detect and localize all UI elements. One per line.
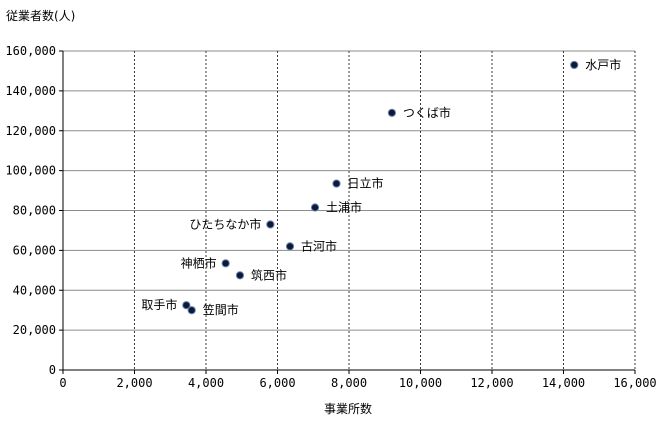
- x-tick-label: 12,000: [470, 376, 513, 390]
- data-point: [266, 220, 275, 229]
- point-label: 古河市: [301, 238, 337, 253]
- point-label: 日立市: [347, 176, 383, 191]
- y-tick-label: 140,000: [5, 84, 56, 98]
- data-point: [235, 271, 245, 280]
- y-tick-label: 100,000: [5, 164, 56, 178]
- data-point: [332, 179, 341, 188]
- data-point: [387, 108, 396, 117]
- grid: [63, 50, 636, 370]
- x-tick-label: 4,000: [188, 376, 224, 390]
- data-point: [182, 301, 191, 310]
- axes: [59, 50, 636, 374]
- point-label: 神栖市: [181, 255, 217, 270]
- x-tick-label: 16,000: [613, 376, 656, 390]
- data-point: [187, 306, 196, 315]
- point-label: 筑西市: [251, 267, 287, 282]
- x-tick-label: 14,000: [542, 376, 585, 390]
- point-label: ひたちなか市: [189, 216, 261, 231]
- y-tick-label: 120,000: [5, 124, 56, 138]
- data-point: [570, 60, 579, 70]
- y-tick-label: 40,000: [13, 283, 56, 297]
- data-point: [221, 259, 230, 268]
- y-tick-label: 80,000: [13, 204, 56, 218]
- x-tick-labels: 0 2,000 4,000 6,000 8,000 10,000 12,000 14,000 1…: [59, 376, 656, 390]
- x-tick-label: 2,000: [116, 376, 152, 390]
- point-label: 笠間市: [203, 302, 239, 317]
- x-tick-label: 8,000: [331, 376, 367, 390]
- point-label: 土浦市: [326, 200, 362, 215]
- y-tick-label: 60,000: [13, 243, 56, 257]
- data-point: [310, 203, 320, 212]
- x-tick-label: 6,000: [259, 376, 295, 390]
- x-tick-label: 0: [59, 376, 66, 390]
- point-label: 水戸市: [585, 57, 621, 72]
- x-tick-label: 10,000: [399, 376, 442, 390]
- y-tick-label: 20,000: [13, 323, 56, 337]
- point-label: 取手市: [141, 297, 177, 312]
- x-axis-title: 事業所数: [324, 401, 372, 416]
- data-point: [285, 242, 295, 251]
- point-label: つくば市: [403, 105, 451, 120]
- y-tick-labels: 0 20,000 40,000 60,000 80,000 100,000 120,000 1…: [5, 44, 56, 377]
- y-tick-label: 160,000: [5, 44, 56, 58]
- y-axis-title: 従業者数(人): [6, 8, 75, 23]
- y-tick-label: 0: [49, 363, 56, 377]
